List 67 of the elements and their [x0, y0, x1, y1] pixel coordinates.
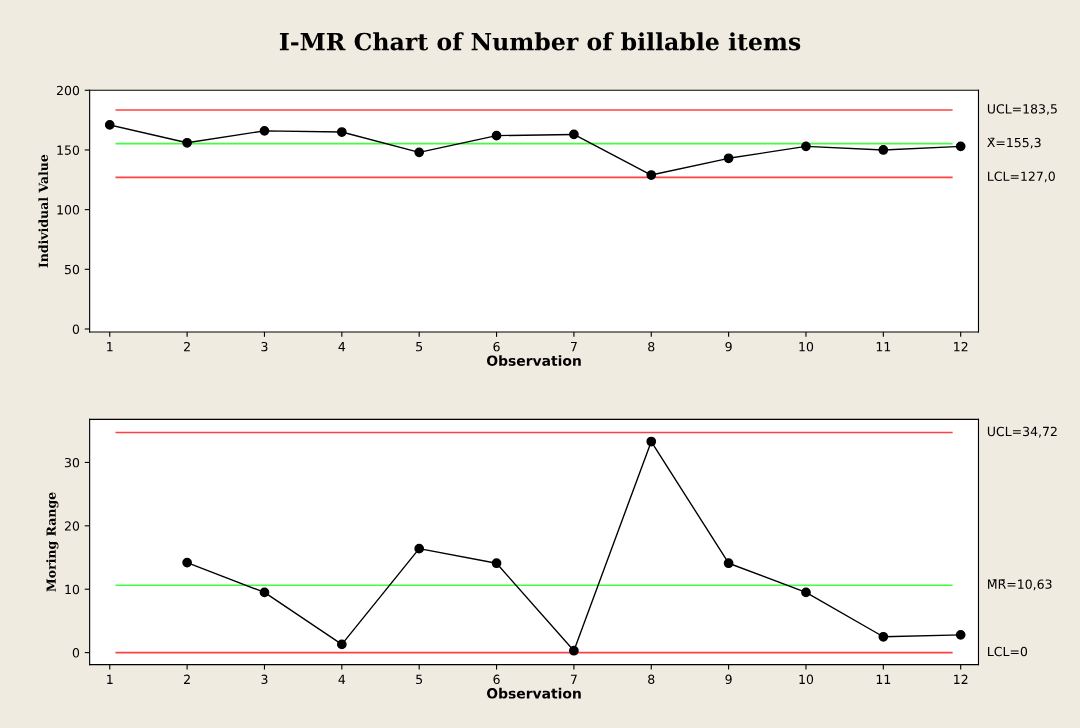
point [491, 558, 502, 569]
x-tick-label: 7 [570, 342, 577, 352]
x-tick-label: 1 [107, 674, 113, 684]
point [182, 557, 192, 568]
point [646, 170, 657, 180]
ref-line-label: UCL=34,72 [987, 426, 1057, 438]
point [878, 145, 889, 155]
y-tick-label: 200 [56, 85, 80, 96]
y-axis-title: Individual Value [38, 154, 49, 268]
point [259, 587, 270, 598]
x-tick-label: 4 [338, 342, 346, 352]
point [723, 558, 734, 569]
point [955, 141, 966, 152]
point [723, 153, 734, 164]
y-tick-label: 50 [64, 264, 80, 275]
ref-line-label: M̄R̄=10,63 [988, 579, 1052, 591]
y-tick-label: 0 [72, 648, 80, 658]
x-tick-label: 11 [876, 674, 891, 684]
point [414, 543, 425, 554]
x-tick-label: 5 [416, 674, 423, 685]
x-tick-label: 6 [493, 341, 500, 352]
y-tick-label: 0 [72, 324, 80, 334]
chart-title: I-MR Chart of Number of billable items [279, 32, 801, 51]
ref-line-label: UCL=183,5 [987, 104, 1057, 115]
y-tick-label: 150 [57, 145, 80, 155]
x-tick-label: 2 [184, 341, 190, 352]
point [414, 147, 425, 158]
point [182, 137, 192, 148]
x-tick-label: 9 [725, 674, 732, 685]
y-axis-title: Moring Range [46, 492, 59, 592]
point [646, 436, 657, 447]
x-tick-label: 12 [954, 674, 968, 684]
point [336, 639, 347, 650]
point [569, 645, 579, 656]
point [878, 631, 889, 642]
point [569, 129, 579, 140]
point [259, 125, 270, 136]
y-tick-label: 100 [57, 205, 80, 215]
point [104, 120, 115, 130]
ref-line-label: LCL=0 [988, 646, 1028, 657]
x-tick-label: 5 [416, 342, 423, 352]
x-tick-label: 1 [107, 342, 113, 352]
ref-line-label: LCL=127,0 [988, 171, 1055, 183]
x-tick-label: 7 [570, 674, 577, 684]
x-tick-label: 12 [954, 341, 968, 352]
x-tick-label: 10 [799, 341, 814, 352]
x-tick-label: 8 [648, 341, 655, 352]
point [801, 587, 811, 598]
x-tick-label: 3 [261, 674, 268, 685]
point [336, 127, 347, 137]
x-tick-label: 3 [261, 341, 268, 352]
x-tick-label: 8 [648, 674, 655, 685]
y-tick-label: 20 [64, 521, 80, 531]
ref-line-label: X̄=155,3 [987, 137, 1041, 149]
x-tick-label: 11 [876, 342, 891, 352]
x-tick-label: 6 [493, 674, 500, 685]
x-axis-title: Observation [486, 355, 581, 366]
x-tick-label: 4 [338, 674, 346, 684]
point [801, 141, 811, 152]
y-tick-label: 30 [64, 457, 80, 468]
x-tick-label: 10 [799, 674, 814, 685]
point [955, 630, 966, 640]
point [491, 130, 502, 141]
x-axis-title: Observation [486, 687, 581, 699]
y-tick-label: 10 [65, 584, 80, 595]
x-tick-label: 9 [725, 341, 732, 352]
x-tick-label: 2 [184, 674, 190, 684]
